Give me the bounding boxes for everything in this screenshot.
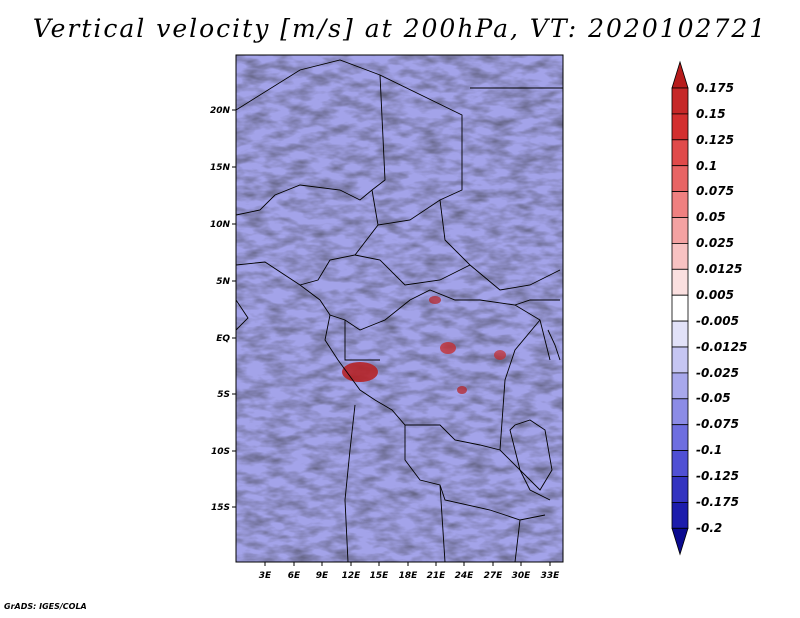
colorbar-segment — [671, 268, 689, 296]
lat-label: 15S — [211, 503, 230, 513]
colorbar-segment — [671, 372, 689, 400]
colorbar-label: 0.125 — [696, 133, 734, 147]
colorbar-label: 0.175 — [696, 81, 734, 95]
colorbar-label: 0.0125 — [696, 262, 743, 276]
colorbar-segment — [671, 476, 689, 503]
lon-label: 12E — [342, 571, 362, 581]
colorbar-segment — [671, 165, 689, 192]
colorbar-label: -0.075 — [696, 417, 739, 431]
colorbar-label: 0.025 — [696, 236, 734, 250]
colorbar-label: -0.005 — [696, 314, 739, 328]
colorbar-segment — [671, 87, 689, 115]
colorbar-label: -0.0125 — [696, 340, 748, 354]
colorbar-label: 0.075 — [696, 184, 734, 198]
lon-label: 9E — [316, 571, 329, 581]
longitude-labels: 3E 6E 9E 12E 15E 18E 21E 24E 27E 30E 33E — [259, 571, 560, 581]
lon-label: 18E — [399, 571, 419, 581]
map-frame — [235, 54, 564, 563]
lat-label: 10S — [211, 447, 230, 457]
lon-label: 15E — [370, 571, 390, 581]
lat-label: EQ — [216, 334, 230, 344]
latitude-ticks — [232, 109, 236, 508]
colorbar-segment — [671, 346, 689, 374]
colorbar-segment — [671, 320, 689, 348]
colorbar-segment — [671, 113, 689, 141]
map-title: Vertical velocity [m/s] at 200hPa, VT: 2… — [32, 14, 768, 43]
colorbar-label: -0.175 — [696, 495, 739, 509]
lat-label: 5S — [217, 390, 230, 400]
lon-label: 6E — [288, 571, 301, 581]
colorbar-segment — [671, 217, 689, 244]
grads-credit: GrADS: IGES/COLA — [4, 602, 87, 611]
lat-label: 5N — [216, 277, 230, 287]
colorbar-segment — [671, 424, 689, 452]
colorbar-segment — [671, 242, 689, 270]
colorbar-segment — [671, 501, 689, 529]
colorbar-label: -0.025 — [696, 366, 739, 380]
colorbar-label: 0.005 — [696, 288, 734, 302]
colorbar-segment — [671, 398, 689, 426]
country-borders — [236, 59, 563, 562]
colorbar-label: 0.1 — [696, 159, 718, 173]
lon-label: 30E — [512, 571, 532, 581]
lon-label: 24E — [455, 571, 475, 581]
colorbar-label: 0.15 — [696, 107, 726, 121]
lon-label: 27E — [484, 571, 504, 581]
lat-label: 20N — [210, 106, 231, 116]
latitude-labels: 20N 15N 10N 5N EQ 5S 10S 15S — [210, 106, 231, 513]
colorbar-label: -0.05 — [696, 391, 731, 405]
colorbar-segment — [671, 450, 689, 477]
colorbar-segment — [671, 191, 689, 218]
lon-label: 33E — [541, 571, 561, 581]
colorbar — [671, 60, 689, 556]
colorbar-label: 0.05 — [696, 210, 726, 224]
lon-label: 3E — [259, 571, 272, 581]
lat-label: 15N — [210, 163, 231, 173]
colorbar-label: -0.2 — [696, 521, 723, 535]
colorbar-segment — [671, 294, 689, 322]
colorbar-label: -0.125 — [696, 469, 739, 483]
lon-label: 21E — [427, 571, 447, 581]
colorbar-segment — [671, 139, 689, 167]
colorbar-arrow-top — [671, 60, 689, 89]
colorbar-label: -0.1 — [696, 443, 723, 457]
colorbar-arrow-bottom — [671, 527, 689, 556]
longitude-ticks — [264, 562, 551, 566]
lat-label: 10N — [210, 220, 231, 230]
